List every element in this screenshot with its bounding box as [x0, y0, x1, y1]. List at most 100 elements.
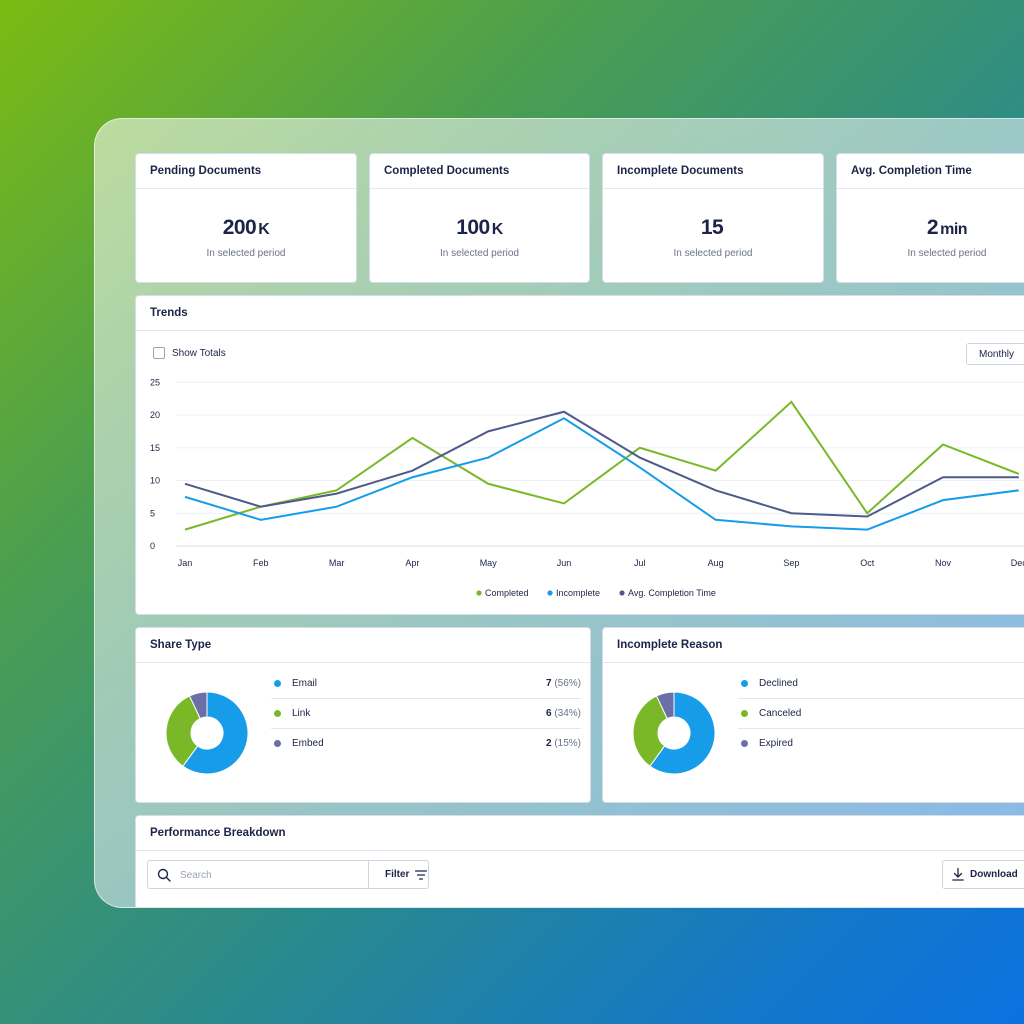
stat-value: 2 min	[837, 216, 1024, 240]
stat-number: 15	[700, 216, 724, 239]
x-tick-label: Apr	[405, 558, 419, 568]
stat-title: Avg. Completion Time	[837, 154, 1024, 189]
show-totals-checkbox[interactable]	[153, 347, 165, 359]
show-totals-label: Show Totals	[172, 347, 226, 359]
legend-row-expired: Expired 2 (	[738, 729, 1024, 758]
legend-label: Declined	[759, 678, 798, 689]
filter-label: Filter	[385, 869, 410, 880]
stat-value: 15	[603, 216, 823, 240]
stat-card-incomplete: Incomplete Documents 15 In selected peri…	[602, 153, 824, 283]
legend-count: 6	[545, 708, 552, 719]
stat-title: Pending Documents	[136, 154, 356, 189]
performance-title: Performance Breakdown	[136, 816, 1024, 851]
y-tick-label: 15	[150, 443, 160, 453]
show-totals-toggle[interactable]: Show Totals	[153, 347, 226, 359]
legend-label: Avg. Completion Time	[628, 588, 716, 598]
legend-label: Canceled	[759, 708, 802, 719]
share-type-title: Share Type	[136, 628, 590, 663]
stat-subtitle: In selected period	[440, 248, 519, 259]
filter-button[interactable]: Filter	[368, 861, 439, 888]
legend-label: Expired	[759, 738, 793, 749]
legend-label: Link	[292, 708, 311, 719]
trends-card: Trends Show Totals Monthly 0 5 10 15 20 25 Jan…	[135, 295, 1024, 615]
series-line	[184, 410, 1019, 518]
y-tick-label: 10	[150, 476, 160, 486]
legend-count: 7	[545, 678, 552, 689]
legend-percent: (34%)	[554, 708, 581, 719]
x-tick-label: Sep	[783, 558, 799, 568]
x-tick-label: Aug	[708, 558, 724, 568]
y-tick-label: 5	[150, 508, 155, 518]
share-type-card: Share Type Email 7 (56%) Link 6 (34%) Em…	[135, 627, 591, 803]
trends-title: Trends	[136, 296, 1024, 331]
stat-number: 100	[456, 216, 490, 239]
x-tick-label: Jan	[178, 558, 193, 568]
legend-row-link: Link 6 (34%)	[271, 699, 581, 729]
legend-value: 6 (34%)	[546, 708, 581, 719]
x-tick-label: May	[480, 558, 498, 568]
incomplete-reason-title: Incomplete Reason	[603, 628, 1024, 663]
stat-number: 2	[926, 216, 939, 239]
x-tick-label: Oct	[860, 558, 875, 568]
legend-marker	[476, 590, 482, 596]
download-label: Download	[970, 869, 1018, 880]
x-tick-label: Nov	[935, 558, 952, 568]
legend-label: Embed	[292, 738, 324, 749]
x-tick-label: Jul	[634, 558, 646, 568]
donut-slice	[655, 691, 675, 720]
download-button[interactable]: Download	[942, 860, 1024, 889]
x-tick-label: Mar	[329, 558, 345, 568]
donut-slice	[188, 691, 208, 720]
legend-label: Incomplete	[556, 588, 600, 598]
donut-slice	[632, 695, 668, 767]
legend-label: Completed	[485, 588, 529, 598]
stat-subtitle: In selected period	[673, 248, 753, 259]
legend-row-declined: Declined 7 (5	[738, 669, 1024, 699]
search-icon	[157, 868, 171, 882]
stat-title: Completed Documents	[370, 154, 589, 189]
stat-subtitle: In selected period	[206, 248, 286, 259]
series-line	[184, 417, 1019, 531]
legend-dot	[741, 740, 748, 747]
y-tick-label: 0	[150, 541, 155, 551]
period-select[interactable]: Monthly	[966, 343, 1024, 365]
y-tick-label: 25	[150, 377, 160, 387]
legend-value: 2 (15%)	[546, 738, 581, 749]
legend-percent: (15%)	[554, 738, 581, 749]
stat-number: 200	[222, 216, 257, 239]
stat-card-completed: Completed Documents 100 K In selected per…	[369, 153, 590, 283]
trends-line-chart: 0 5 10 15 20 25 Jan Feb Mar Apr May Jun Jul Aug Sep Oct…	[150, 377, 1024, 598]
donut-slice	[165, 695, 201, 767]
incomplete-reason-card: Incomplete Reason Declined 7 (5 Canceled…	[602, 627, 1024, 803]
legend-row-canceled: Canceled 6 (	[738, 699, 1024, 729]
search-input[interactable]	[180, 867, 350, 883]
share-type-donut	[165, 691, 249, 775]
legend-row-email: Email 7 (56%)	[271, 669, 581, 699]
legend-dot	[274, 740, 281, 747]
stat-value: 100 K	[370, 216, 589, 240]
x-tick-label: Dec	[1011, 558, 1024, 568]
incomplete-reason-donut	[632, 691, 716, 775]
stat-value: 200 K	[136, 216, 356, 240]
stat-subtitle: In selected period	[907, 248, 987, 259]
x-tick-label: Feb	[253, 558, 269, 568]
stat-unit: K	[258, 221, 270, 238]
legend-row-embed: Embed 2 (15%)	[271, 729, 581, 758]
y-tick-label: 20	[150, 410, 160, 420]
stat-title: Incomplete Documents	[603, 154, 823, 189]
filter-icon	[415, 870, 427, 880]
stat-card-avg-time: Avg. Completion Time 2 min In selected pe…	[836, 153, 1024, 283]
legend-dot	[274, 710, 281, 717]
x-tick-label: Jun	[557, 558, 572, 568]
legend-marker	[547, 590, 553, 596]
legend-count: 2	[545, 738, 552, 749]
search-box: Filter	[147, 860, 429, 889]
donut-slice	[182, 691, 249, 775]
legend-dot	[741, 710, 748, 717]
legend-value: 7 (56%)	[546, 678, 581, 689]
legend-marker	[619, 590, 625, 596]
legend-dot	[741, 680, 748, 687]
download-icon	[952, 868, 964, 881]
legend-dot	[274, 680, 281, 687]
legend-label: Email	[292, 678, 318, 689]
